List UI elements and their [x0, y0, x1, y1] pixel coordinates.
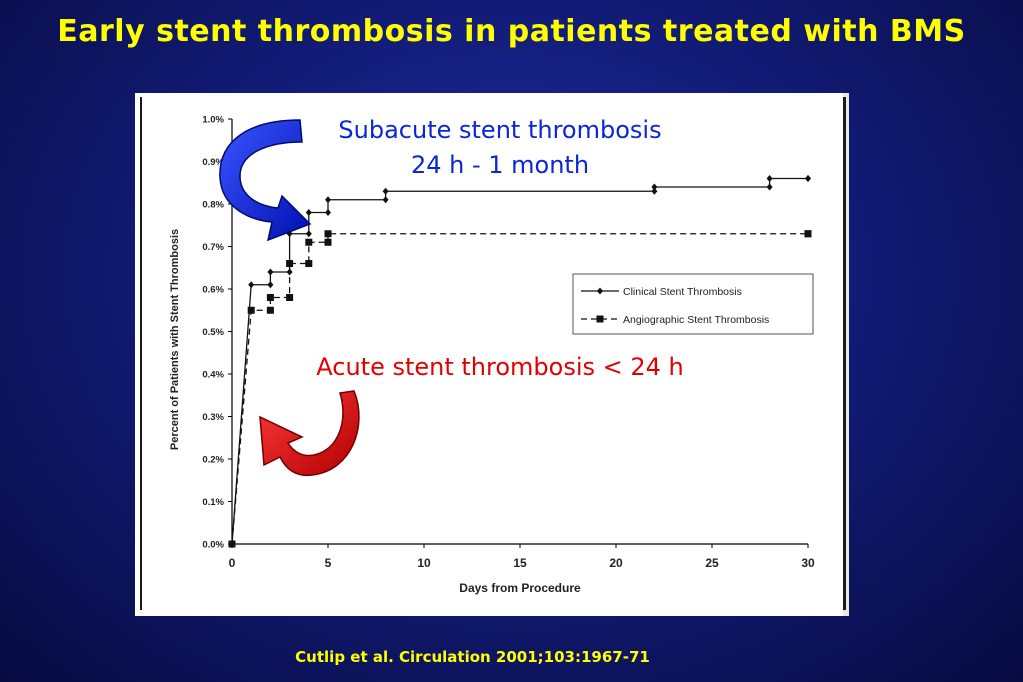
x-tick-label: 20	[609, 556, 623, 570]
data-point	[324, 238, 332, 246]
x-tick-label: 10	[417, 556, 431, 570]
x-tick-label: 5	[325, 556, 332, 570]
data-point	[805, 175, 811, 182]
x-tick-label: 25	[705, 556, 719, 570]
data-point	[305, 260, 313, 267]
y-tick-label: 0.3%	[202, 412, 224, 423]
y-tick-label: 0.6%	[202, 285, 224, 296]
data-point	[305, 230, 312, 238]
data-point	[247, 306, 255, 314]
legend-label: Clinical Stent Thrombosis	[623, 286, 742, 298]
y-tick-label: 0.4%	[202, 370, 224, 381]
data-point	[286, 294, 294, 301]
data-point	[651, 187, 658, 195]
subacute-arrow-icon	[219, 119, 312, 242]
x-axis-label: Days from Procedure	[459, 581, 581, 595]
thrombosis-chart: 0.0% 0.1% 0.2% 0.3% 0.4% 0.5% 0.6% 0.7% 0.8% 0.9%…	[169, 115, 815, 596]
data-point	[804, 230, 812, 238]
figure-panel: 0.0% 0.1% 0.2% 0.3% 0.4% 0.5% 0.6% 0.7% 0.8% 0.9%…	[135, 93, 849, 616]
y-tick-label: 0.7%	[202, 242, 224, 253]
data-point	[266, 306, 274, 314]
data-point	[267, 268, 274, 276]
legend-box	[572, 273, 814, 335]
y-tick-label: 0.8%	[202, 200, 224, 211]
figure-left-border	[140, 97, 142, 610]
acute-arrow-icon	[259, 390, 360, 477]
legend-marker-1	[596, 315, 604, 323]
figure-right-border	[843, 97, 846, 610]
x-tick-label: 30	[801, 556, 815, 570]
y-tick-label: 0.0%	[202, 540, 224, 551]
data-point	[766, 175, 773, 182]
data-point	[305, 238, 313, 246]
slide-title: Early stent thrombosis in patients treat…	[57, 14, 966, 49]
data-point	[766, 183, 773, 191]
subacute-annotation-line1: Subacute stent thrombosis	[338, 116, 662, 144]
y-tick-label: 0.9%	[202, 157, 224, 168]
data-point	[382, 187, 389, 195]
data-point	[382, 196, 389, 204]
data-point	[286, 260, 294, 267]
y-tick-label: 0.2%	[202, 455, 224, 466]
data-point	[228, 540, 236, 548]
x-tick-label: 15	[513, 556, 527, 570]
acute-annotation: Acute stent thrombosis < 24 h	[316, 353, 684, 381]
data-point	[325, 196, 331, 204]
legend-label: Angiographic Stent Thrombosis	[623, 314, 769, 326]
data-point	[267, 281, 274, 289]
y-tick-label: 0.5%	[202, 327, 224, 338]
data-point	[324, 230, 332, 238]
subacute-annotation: Subacute stent thrombosis 24 h - 1 month	[296, 113, 704, 183]
data-point	[325, 209, 331, 216]
legend-marker-0	[597, 287, 603, 295]
data-point	[305, 209, 312, 216]
data-point	[266, 294, 274, 301]
data-point	[248, 281, 255, 289]
y-tick-label: 0.1%	[202, 497, 224, 508]
x-tick-label: 0	[229, 556, 236, 570]
citation: Cutlip et al. Circulation 2001;103:1967-…	[295, 648, 650, 666]
data-point	[651, 183, 658, 191]
subacute-annotation-line2: 24 h - 1 month	[410, 151, 590, 179]
y-tick-label: 1.0%	[202, 115, 224, 126]
y-axis-label: Percent of Patients with Stent Thrombosi…	[169, 229, 181, 450]
